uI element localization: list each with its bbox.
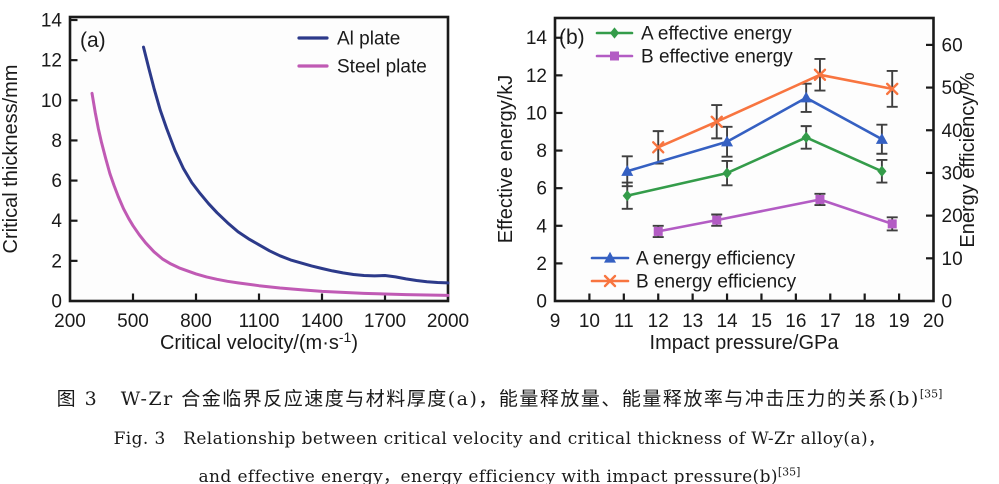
panel-b-xtick-label: 18 bbox=[854, 311, 875, 332]
caption-line-english-2: and effective energy，energy efficiency w… bbox=[0, 462, 999, 484]
marker-a-effective-energy bbox=[622, 190, 632, 202]
marker-a-effective-energy bbox=[877, 165, 887, 177]
panel-a-ytick-label: 6 bbox=[51, 171, 62, 192]
caption-line-english-1: Fig. 3 Relationship between critical vel… bbox=[113, 429, 886, 449]
panel-a-xtick-label: 1100 bbox=[239, 311, 280, 332]
marker-b-effective-energy bbox=[815, 194, 825, 204]
panel-a-ytick-label: 4 bbox=[51, 211, 62, 232]
marker-b-effective-energy bbox=[887, 219, 897, 229]
legend-label-b-energy-efficiency: B energy efficiency bbox=[636, 272, 797, 293]
panel-a-xtick-label: 1700 bbox=[364, 311, 406, 332]
caption-line-chinese: 图 3 W-Zr 合金临界反应速度与材料厚度(a)，能量释放量、能量释放率与冲击… bbox=[0, 384, 999, 411]
panel-b-frame bbox=[553, 16, 935, 303]
panel-a-ytick-label: 0 bbox=[51, 292, 62, 313]
panel-a-xtick-label: 500 bbox=[117, 311, 149, 332]
marker-a-energy-efficiency bbox=[875, 133, 888, 144]
panel-b-xtick-label: 11 bbox=[614, 311, 634, 332]
marker-b-energy-efficiency bbox=[813, 68, 827, 81]
marker-b-energy-efficiency bbox=[886, 82, 899, 96]
figure-caption: 图 3 W-Zr 合金临界反应速度与材料厚度(a)，能量释放量、能量释放率与冲击… bbox=[0, 358, 999, 484]
panel-b-right-axis-title: Energy efficiency/% bbox=[957, 72, 979, 247]
citation-ref-cn: [35] bbox=[919, 387, 943, 401]
caption-chinese-text: 图 3 W-Zr 合金临界反应速度与材料厚度(a)，能量释放量、能量释放率与冲击… bbox=[56, 388, 920, 410]
caption-english-text-2: and effective energy，energy efficiency w… bbox=[198, 467, 778, 484]
marker-b-energy-efficiency bbox=[710, 115, 723, 128]
panel-a-label: (a) bbox=[80, 29, 106, 52]
panel-b-right-ytick-label: 60 bbox=[942, 35, 963, 56]
panel-b-xtick-label: 16 bbox=[785, 311, 806, 332]
marker-b-energy-efficiency bbox=[652, 141, 665, 154]
legend-label-steel-plate: Steel plate bbox=[337, 57, 427, 78]
panel-a-xtick-label: 200 bbox=[54, 311, 86, 332]
panel-a-x-axis-title: Critical velocity/(m·s-1) bbox=[160, 329, 358, 354]
panel-a-ytick-label: 10 bbox=[41, 91, 62, 112]
panel-a-ytick-label: 14 bbox=[41, 11, 63, 32]
marker-a-energy-efficiency bbox=[800, 91, 813, 103]
marker-b-effective-energy bbox=[653, 226, 663, 236]
panel-b-xtick-label: 10 bbox=[579, 311, 600, 332]
panel-b-left-ytick-label: 12 bbox=[526, 66, 547, 87]
line-a-energy-efficiency bbox=[626, 96, 884, 173]
legend-label-a-effective-energy: A effective energy bbox=[641, 24, 792, 45]
legend-marker-b-energy-efficiency bbox=[603, 274, 617, 288]
panel-a-xtick-label: 1400 bbox=[301, 311, 343, 332]
panel-b-right-ytick-label: 10 bbox=[942, 249, 963, 270]
panel-b-right-ytick-label: 50 bbox=[942, 78, 963, 99]
panel-b-left-ytick-label: 0 bbox=[536, 292, 547, 313]
panel-b-label: (b) bbox=[559, 26, 585, 49]
panel-b-left-ytick-label: 8 bbox=[536, 141, 547, 162]
panel-b-right-ytick-label: 30 bbox=[942, 163, 963, 184]
panel-a-xtick-label: 800 bbox=[180, 311, 212, 332]
legend-marker-a-energy-efficiency bbox=[604, 251, 616, 263]
legend-marker-a-effective-energy bbox=[609, 27, 620, 39]
panel-b-xtick-label: 19 bbox=[889, 311, 910, 332]
panel-b-right-ytick-label: 40 bbox=[942, 121, 963, 142]
panel-b-x-axis-title: Impact pressure/GPa bbox=[650, 332, 840, 354]
legend-label-al-plate: Al plate bbox=[337, 29, 400, 50]
panel-b-xtick-label: 15 bbox=[751, 311, 772, 332]
panel-a-xtick-label: 2000 bbox=[427, 311, 469, 332]
panel-b-xtick-label: 20 bbox=[923, 311, 944, 332]
panel-b-left-ytick-label: 2 bbox=[536, 254, 547, 275]
panel-b-left-axis-title: Effective energy/kJ bbox=[495, 75, 517, 244]
panel-b-xtick-label: 13 bbox=[682, 311, 703, 332]
marker-a-effective-energy bbox=[801, 131, 811, 144]
panel-b-left-ytick-label: 4 bbox=[536, 216, 547, 237]
panel-a-y-axis-title: Critical thickness/mm bbox=[0, 65, 22, 254]
panel-b-xtick-label: 12 bbox=[648, 311, 669, 332]
panel-b-xtick-label: 14 bbox=[716, 311, 738, 332]
panel-b-left-ytick-label: 6 bbox=[536, 179, 547, 200]
marker-a-energy-efficiency bbox=[721, 135, 734, 147]
panel-a-ytick-label: 2 bbox=[51, 251, 62, 272]
panel-b-right-ytick-label: 20 bbox=[942, 206, 963, 227]
legend-label-b-effective-energy: B effective energy bbox=[641, 47, 793, 68]
line-b-effective-energy bbox=[656, 198, 894, 233]
panel-a-frame bbox=[68, 15, 450, 303]
panel-b-right-ytick-label: 0 bbox=[942, 292, 953, 313]
marker-a-energy-efficiency bbox=[621, 165, 634, 176]
marker-b-effective-energy bbox=[712, 215, 722, 225]
panel-a-ytick-label: 12 bbox=[41, 51, 62, 72]
panel-b-xtick-label: 9 bbox=[550, 311, 561, 332]
citation-ref-en: [35] bbox=[777, 465, 801, 479]
legend-marker-b-effective-energy bbox=[610, 51, 619, 61]
curve-al-plate bbox=[142, 45, 450, 285]
panel-a-ytick-label: 8 bbox=[51, 131, 62, 152]
panel-b-xtick-label: 17 bbox=[820, 311, 841, 332]
marker-a-effective-energy bbox=[722, 167, 732, 179]
panel-b-left-ytick-label: 10 bbox=[526, 103, 547, 124]
panel-b-left-ytick-label: 14 bbox=[526, 28, 548, 49]
line-a-effective-energy bbox=[626, 136, 884, 197]
legend-label-a-energy-efficiency: A energy efficiency bbox=[636, 249, 796, 270]
line-b-energy-efficiency bbox=[656, 73, 894, 149]
curve-steel-plate bbox=[90, 91, 450, 297]
